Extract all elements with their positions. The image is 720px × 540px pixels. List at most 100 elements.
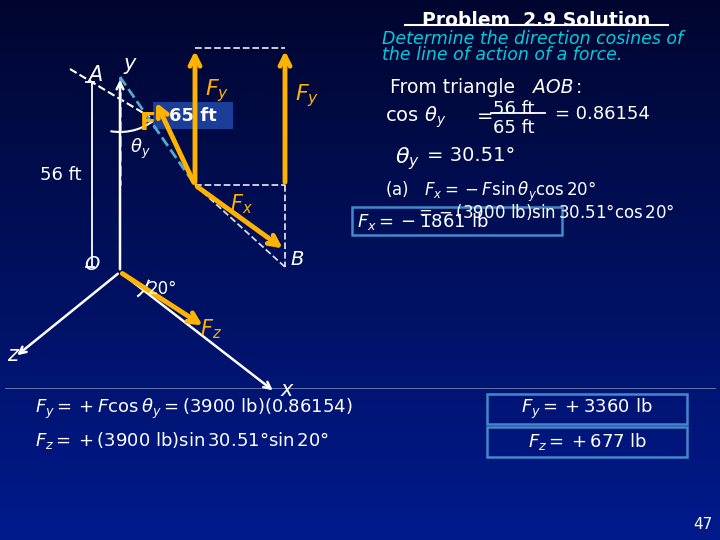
Bar	[0, 384, 720, 392]
Bar	[0, 249, 720, 256]
Bar	[0, 141, 720, 148]
Bar	[0, 181, 720, 189]
Text: 56 ft: 56 ft	[40, 165, 82, 184]
Bar	[0, 73, 720, 81]
Bar	[0, 505, 720, 513]
Bar	[0, 519, 720, 526]
Text: $F_y = +3360\ \mathrm{lb}$: $F_y = +3360\ \mathrm{lb}$	[521, 397, 653, 421]
Text: :: :	[576, 78, 582, 97]
Bar	[0, 26, 720, 33]
Bar	[0, 424, 720, 432]
Bar	[0, 154, 720, 162]
Bar	[0, 188, 720, 195]
Bar	[0, 417, 720, 426]
Bar	[0, 262, 720, 270]
Bar	[0, 377, 720, 384]
Bar	[0, 33, 720, 40]
Text: $F_z = +677\ \mathrm{lb}$: $F_z = +677\ \mathrm{lb}$	[528, 431, 647, 453]
Bar	[0, 525, 720, 534]
Bar	[0, 66, 720, 74]
Text: 65 ft: 65 ft	[168, 107, 217, 125]
Bar	[0, 6, 720, 14]
Bar	[0, 174, 720, 183]
Bar	[0, 39, 720, 47]
Text: x: x	[281, 380, 293, 400]
Bar	[0, 370, 720, 378]
Bar	[0, 60, 720, 68]
Text: 47: 47	[693, 517, 712, 532]
Bar	[0, 303, 720, 310]
Text: B: B	[290, 250, 303, 269]
Text: AOB: AOB	[533, 78, 574, 97]
Bar	[0, 201, 720, 209]
Text: A: A	[88, 65, 102, 85]
Bar	[0, 498, 720, 507]
Bar	[0, 53, 720, 60]
Bar	[0, 390, 720, 399]
Bar	[0, 195, 720, 202]
Bar	[153, 102, 233, 129]
Bar	[0, 161, 720, 168]
Bar	[487, 394, 687, 424]
Text: the line of action of a force.: the line of action of a force.	[382, 46, 622, 64]
Bar	[0, 255, 720, 263]
Bar	[0, 532, 720, 540]
Text: From triangle: From triangle	[390, 78, 521, 97]
Bar	[0, 492, 720, 500]
Text: 20°: 20°	[148, 280, 178, 298]
Text: Problem  2.9 Solution: Problem 2.9 Solution	[422, 11, 650, 30]
Text: Determine the direction cosines of: Determine the direction cosines of	[382, 30, 683, 48]
Bar	[0, 19, 720, 27]
Text: F: F	[140, 111, 156, 135]
Bar	[0, 323, 720, 330]
Bar	[0, 134, 720, 141]
Bar	[0, 397, 720, 405]
Bar	[0, 289, 720, 297]
Bar	[0, 127, 720, 135]
Bar	[0, 451, 720, 459]
Bar	[0, 87, 720, 94]
Bar	[0, 350, 720, 357]
Bar	[0, 208, 720, 216]
Text: $F_y$: $F_y$	[295, 82, 319, 109]
Text: $\mathrm{cos}\ \theta_y$: $\mathrm{cos}\ \theta_y$	[385, 105, 446, 131]
Bar	[0, 80, 720, 87]
Bar	[0, 478, 720, 486]
Bar	[0, 330, 720, 338]
Bar	[0, 222, 720, 230]
Bar	[0, 357, 720, 364]
Bar	[0, 147, 720, 156]
Bar	[0, 444, 720, 453]
Bar	[0, 100, 720, 108]
Text: y: y	[124, 54, 136, 74]
Bar	[0, 46, 720, 54]
Bar	[0, 0, 720, 6]
Bar	[0, 276, 720, 284]
Bar	[0, 235, 720, 243]
Bar	[352, 207, 562, 235]
Bar	[0, 336, 720, 345]
Text: = 0.86154: = 0.86154	[555, 105, 650, 123]
Bar	[0, 107, 720, 115]
Bar	[0, 471, 720, 480]
Bar	[0, 296, 720, 303]
Text: $F_z = + (3900\ \mathrm{lb})\sin 30.51°\sin 20°$: $F_z = + (3900\ \mathrm{lb})\sin 30.51°\…	[35, 430, 329, 451]
Bar	[0, 12, 720, 20]
Bar	[0, 282, 720, 291]
Bar	[0, 114, 720, 122]
Bar	[0, 168, 720, 176]
Text: $F_z$: $F_z$	[200, 317, 222, 341]
Text: (a)   $F_x = -F\sin\theta_y\cos 20°$: (a) $F_x = -F\sin\theta_y\cos 20°$	[385, 180, 596, 204]
Bar	[0, 316, 720, 324]
Bar	[0, 512, 720, 519]
Bar	[0, 343, 720, 351]
Bar	[0, 411, 720, 418]
Text: $F_y$: $F_y$	[205, 77, 229, 104]
Text: 56 ft: 56 ft	[493, 100, 534, 118]
Bar	[0, 465, 720, 472]
Bar	[0, 458, 720, 465]
Bar	[487, 427, 687, 457]
Bar	[0, 120, 720, 128]
Text: $= -(3900\ \mathrm{lb})\sin 30.51°\cos 20°$: $= -(3900\ \mathrm{lb})\sin 30.51°\cos 2…	[415, 202, 675, 222]
Bar	[0, 309, 720, 317]
